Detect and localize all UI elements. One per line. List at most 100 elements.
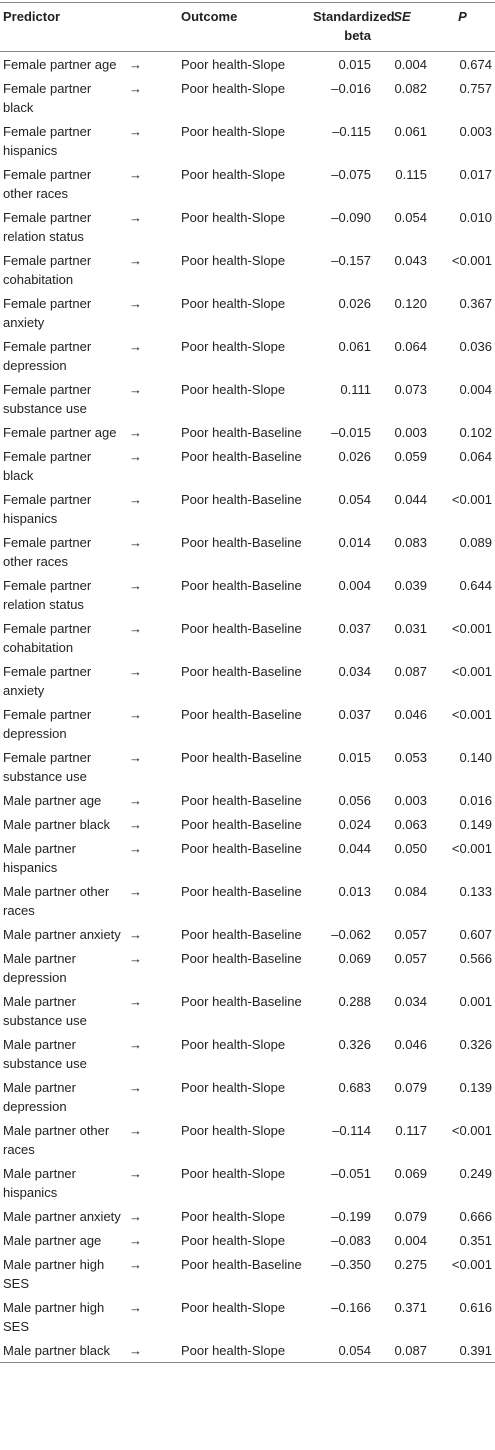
table-cell: → [129,1342,142,1358]
table-cell: Poor health-Baseline [181,950,302,966]
table-cell: 0.644 [459,577,492,593]
table-cell: Poor health-Slope [181,1299,286,1315]
table-row: Female partner relation status → Poor heal… [0,205,495,248]
table-cell: <0.001 [451,706,492,722]
table-cell: 0.017 [459,166,492,182]
table-cell: Male partner black [3,816,110,832]
table-cell: 0.089 [459,534,492,550]
table-cell: 0.140 [459,749,492,765]
table-row: Female partner anxiety → Poor health-Basel… [0,659,495,702]
table-cell: → [129,123,142,139]
table-cell: Male partner high SES [3,1299,105,1334]
table-cell: –0.062 [331,926,371,942]
table-cell: → [129,792,142,808]
table-cell: Poor health-Slope [181,381,286,397]
table-cell: 0.275 [394,1256,427,1272]
table-cell: 0.044 [338,840,371,856]
table-cell: Female partner depression [3,338,92,373]
table-cell: Poor health-Slope [181,1122,286,1138]
table-cell: Poor health-Baseline [181,840,302,856]
table-cell: → [129,252,142,268]
table-row: Female partner black → Poor health-Baselin… [0,444,495,487]
table-cell: → [129,577,142,593]
table-row: Male partner anxiety → Poor health-Baselin… [0,922,495,946]
table-cell: –0.015 [331,424,371,440]
table-cell: 0.004 [338,577,371,593]
table-cell: 0.566 [459,950,492,966]
table-row: Female partner hispanics → Poor health-Bas… [0,487,495,530]
table-cell: Female partner hispanics [3,123,92,158]
table-cell: Female partner black [3,448,92,483]
table-cell: Male partner other races [3,1122,110,1157]
table-cell: 0.004 [394,1232,427,1248]
table-cell: Poor health-Slope [181,1165,286,1181]
table-cell: → [129,1165,142,1181]
table-cell: 0.046 [394,706,427,722]
table-cell: –0.114 [332,1122,371,1138]
table-cell: Poor health-Baseline [181,424,302,440]
table-cell: Male partner substance use [3,993,87,1028]
table-cell: Poor health-Baseline [181,926,302,942]
table-cell: Female partner substance use [3,381,92,416]
table-cell: 0.079 [394,1208,427,1224]
table-cell: Male partner hispanics [3,840,76,875]
table-cell: 0.139 [459,1079,492,1095]
table-cell: 0.059 [394,448,427,464]
table-cell: → [129,295,142,311]
table-cell: 0.043 [394,252,427,268]
table-cell: 0.056 [338,792,371,808]
table-cell: Poor health-Slope [181,1342,286,1358]
table-cell: 0.102 [459,424,492,440]
table-cell: Female partner substance use [3,749,92,784]
table-cell: 0.024 [338,816,371,832]
table-cell: 0.039 [394,577,427,593]
table-cell: Poor health-Baseline [181,577,302,593]
table-cell: Poor health-Baseline [181,491,302,507]
table-cell: 0.003 [394,792,427,808]
table-row: Male partner black → Poor health-Baseline 0… [0,812,495,836]
table-cell: –0.075 [331,166,371,182]
table-cell: Poor health-Slope [181,1079,286,1095]
header-cell [126,3,178,52]
table-header: Predictor Outcome Standardized beta SE P [0,2,495,52]
table-cell: → [129,620,142,636]
table-cell: → [129,1208,142,1224]
table-cell: 0.115 [395,166,427,182]
table-cell: Male partner depression [3,1079,76,1114]
table-cell: Male partner age [3,792,102,808]
table-cell: 0.674 [459,56,492,72]
table-row: Male partner high SES → Poor health-Baseli… [0,1252,495,1295]
table-cell: → [129,534,142,550]
table-cell: –0.051 [331,1165,371,1181]
table-cell: –0.199 [331,1208,371,1224]
table-cell: 0.013 [338,883,371,899]
table-cell: Poor health-Baseline [181,749,302,765]
table-cell: <0.001 [451,252,492,268]
table-cell: → [129,926,142,942]
table-cell: 0.054 [338,1342,371,1358]
table-cell: 0.004 [459,381,492,397]
table-cell: Male partner high SES [3,1256,105,1291]
table-cell: Poor health-Baseline [181,620,302,636]
table-cell: Male partner black [3,1342,110,1358]
table-cell: → [129,1232,142,1248]
table-cell: 0.616 [459,1299,492,1315]
table-row: Female partner depression → Poor health-Ba… [0,702,495,745]
table-cell: –0.157 [331,252,371,268]
table-cell: 0.001 [459,993,492,1009]
table-cell: –0.016 [331,80,371,96]
table-cell: 0.054 [338,491,371,507]
table-cell: → [129,1079,142,1095]
table-cell: 0.371 [394,1299,427,1315]
table-cell: → [129,56,142,72]
table-row: Male partner hispanics → Poor health-Slope… [0,1161,495,1204]
table-cell: Female partner age [3,424,117,440]
header-cell: P [458,9,467,24]
table-cell: → [129,381,142,397]
header-cell: Outcome [181,9,238,24]
table-cell: → [129,663,142,679]
table-cell: → [129,448,142,464]
table-cell: 0.391 [459,1342,492,1358]
table-cell: 0.004 [394,56,427,72]
